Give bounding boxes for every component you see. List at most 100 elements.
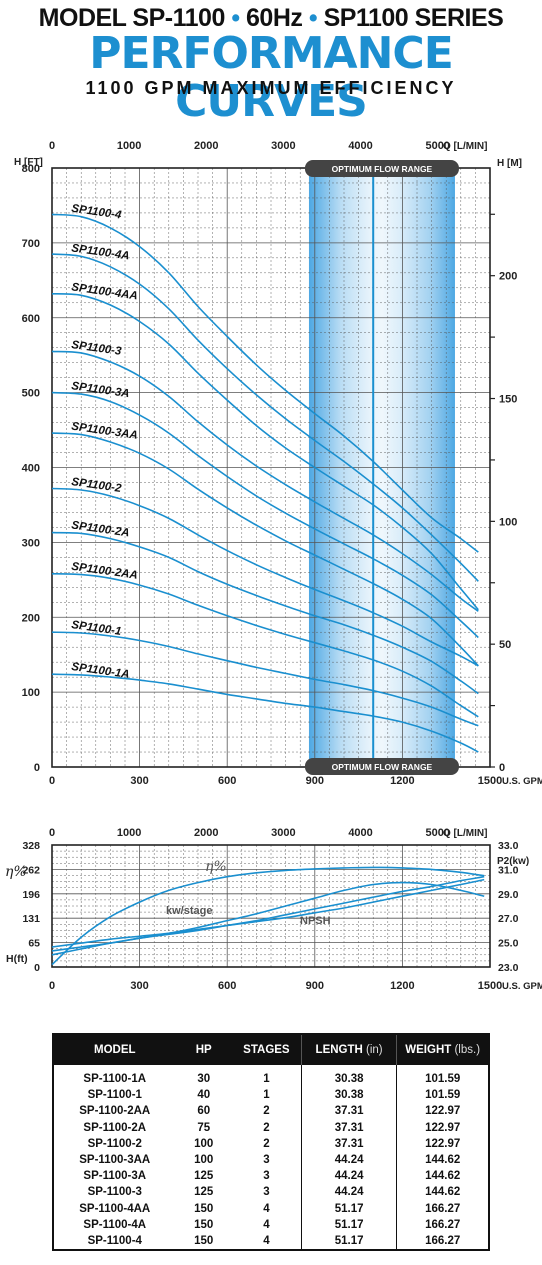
curve-sp1100-3aa — [51, 432, 479, 667]
x-tick-label: 600 — [218, 980, 236, 992]
kw-curve-label: kw/stage — [166, 905, 212, 917]
plot-frame — [51, 167, 491, 768]
y-tick-label: 300 — [22, 537, 40, 549]
x-tick-label: 1500 — [478, 980, 502, 992]
y-tick-label: 500 — [22, 388, 40, 400]
table-row: SP-1100-2A 75 2 37.31 122.97 — [54, 1119, 488, 1136]
y-tick-label: 328 — [22, 840, 40, 852]
x-tick-label: 600 — [218, 775, 236, 787]
table-cell: 166.27 — [396, 1200, 488, 1217]
title-separator: • — [308, 4, 318, 32]
y-tick-label: 0 — [34, 762, 40, 774]
table-row: SP-1100-4 150 4 51.17 166.27 — [54, 1233, 488, 1250]
x2-tick-label: 2000 — [194, 827, 218, 839]
table-cell: SP-1100-2 — [87, 1137, 142, 1150]
table-cell: 30.38 — [300, 1087, 397, 1104]
x2-tick-label: 1000 — [117, 827, 141, 839]
curve-sp1100-2 — [51, 487, 479, 667]
spec-header-label: MODEL — [93, 1044, 136, 1056]
spec-header-length: LENGTH (in) — [300, 1035, 397, 1065]
x2-tick-label: 0 — [49, 827, 55, 839]
title-model: MODEL SP-1100 — [38, 4, 226, 32]
spec-header-unit: (in) — [362, 1044, 383, 1056]
title-separator: • — [231, 4, 240, 32]
table-cell: 100 — [194, 1154, 214, 1167]
x-tick-label: 0 — [49, 980, 55, 992]
curve-- — [51, 866, 485, 966]
table-cell: 166.27 — [396, 1233, 488, 1250]
table-cell: SP-1100-4AA — [79, 1202, 151, 1215]
table-cell: 2 — [263, 1121, 270, 1134]
table-row: SP-1100-1 40 1 30.38 101.59 — [54, 1087, 488, 1104]
table-row: SP-1100-3A 125 3 44.24 144.62 — [54, 1168, 488, 1185]
curve-label: SP1100-3A — [71, 380, 131, 400]
curve-sp1100-1a — [51, 673, 479, 753]
optimum-label-top: OPTIMUM FLOW RANGE — [332, 164, 433, 174]
curve-sp1100-4aa — [51, 293, 479, 611]
spec-header-hp: HP — [175, 1035, 232, 1065]
table-cell: 51.17 — [300, 1200, 397, 1217]
table-cell: 37.31 — [300, 1135, 397, 1153]
x2-tick-label: 1000 — [117, 140, 141, 152]
table-cell: 37.31 — [300, 1103, 397, 1120]
page-title: PERFORMANCE CURVES — [89, 28, 454, 127]
y-tick-label: 262 — [22, 864, 40, 876]
spec-header-stages: STAGES — [231, 1035, 302, 1065]
table-row: SP-1100-2 100 2 37.31 122.97 — [54, 1135, 488, 1153]
table-cell: SP-1100-4 — [87, 1235, 142, 1248]
x-tick-label: 300 — [130, 775, 148, 787]
curve-label: SP1100-4AA — [71, 281, 139, 302]
spec-header-label: STAGES — [243, 1044, 290, 1056]
npsh-curve-label: NPSH — [300, 915, 331, 927]
x2-tick-label: 5000 — [425, 827, 449, 839]
x-tick-label: 0 — [49, 775, 55, 787]
curve-label: SP1100-1A — [71, 661, 131, 681]
y2-tick-label: 200 — [499, 271, 517, 283]
table-cell: 44.24 — [300, 1184, 397, 1201]
table-cell: 150 — [194, 1235, 214, 1248]
table-cell: 125 — [194, 1170, 214, 1183]
x2-tick-label: 4000 — [348, 827, 372, 839]
table-cell: 3 — [263, 1170, 270, 1183]
efficiency-chart: η% kw/stage NPSH 0 300 600 900 1200 1500 U.S. GPM… — [5, 827, 542, 992]
x-tick-label: 1200 — [390, 775, 414, 787]
curve-label: SP1100-4 — [71, 203, 123, 222]
y-tick-label: 100 — [22, 687, 40, 699]
spec-header-unit: (lbs.) — [451, 1044, 481, 1056]
x2-tick-label: 0 — [49, 140, 55, 152]
table-cell: 4 — [263, 1218, 270, 1231]
page-subtitle: 1100 GPM MAXIMUM EFFICIENCY — [85, 78, 457, 98]
table-cell: 1 — [263, 1073, 270, 1085]
curve-label: SP1100-3 — [71, 339, 123, 358]
y2-tick-label: 29.0 — [498, 889, 519, 901]
y-tick-label: 800 — [22, 163, 40, 175]
y2-tick-label: 25.0 — [498, 938, 519, 950]
table-row: SP-1100-4A 150 4 51.17 166.27 — [54, 1216, 488, 1234]
optimum-label-top-bg — [304, 160, 459, 177]
table-cell: SP-1100-3A — [83, 1170, 147, 1183]
table-cell: 101.59 — [396, 1087, 488, 1104]
table-cell: 144.62 — [396, 1152, 488, 1169]
x-axis-label: U.S. GPM — [502, 776, 542, 787]
y2-tick-label: 33.0 — [498, 840, 519, 852]
table-row: SP-1100-1A 30 1 30.38 101.59 — [54, 1065, 488, 1088]
curve-h-ft- — [51, 878, 485, 948]
curve-sp1100-4a — [51, 253, 479, 582]
table-cell: SP-1100-3 — [87, 1186, 142, 1199]
table-row: SP-1100-2AA 60 2 37.31 122.97 — [54, 1103, 488, 1120]
y2-tick-label: 100 — [499, 516, 517, 528]
y2-tick-label: 27.0 — [498, 913, 519, 925]
table-cell: 75 — [197, 1121, 211, 1134]
y-axis-label: H [FT] — [14, 157, 43, 168]
y-tick-label: 131 — [22, 913, 40, 925]
table-cell: 122.97 — [396, 1119, 488, 1136]
x-axis-label: U.S. GPM — [502, 981, 542, 992]
spec-header-weight: WEIGHT (lbs.) — [396, 1035, 488, 1065]
table-cell: 4 — [263, 1202, 270, 1215]
table-cell: 144.62 — [396, 1168, 488, 1185]
table-cell: SP-1100-1A — [83, 1073, 147, 1085]
y-tick-label: 196 — [22, 889, 40, 901]
table-cell: 2 — [263, 1137, 270, 1150]
x-tick-label: 300 — [130, 980, 148, 992]
spec-header-label: LENGTH — [315, 1044, 363, 1056]
